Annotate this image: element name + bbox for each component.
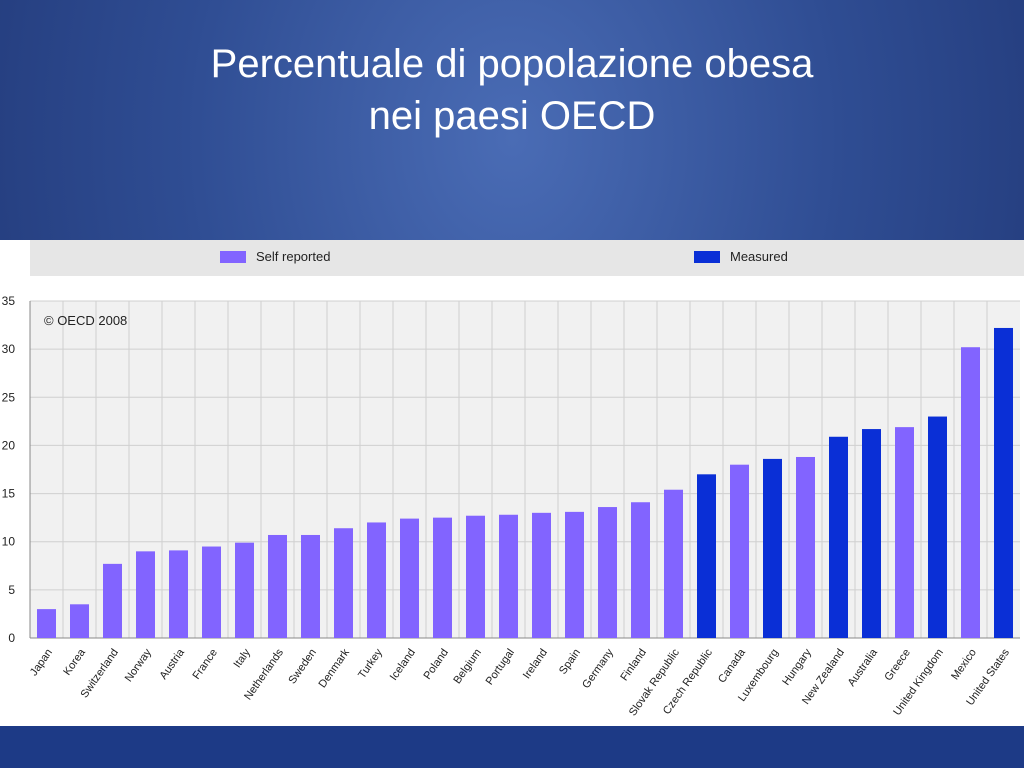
bar-hungary (796, 456, 815, 638)
bar-austria (169, 550, 188, 638)
x-tick-label-denmark: Denmark (317, 646, 353, 690)
x-tick-label-australia: Australia (846, 646, 881, 689)
bar-united-states (994, 327, 1013, 638)
x-tick-label-spain: Spain (557, 647, 583, 677)
bar-greece (895, 427, 914, 638)
bar-new-zealand (829, 436, 848, 638)
x-tick-label-sweden: Sweden (286, 647, 319, 686)
bar-finland (631, 502, 650, 638)
y-tick-label: 20 (2, 438, 16, 452)
x-tick-label-portugal: Portugal (484, 647, 517, 687)
bar-france (202, 546, 221, 638)
bar-korea (70, 604, 89, 638)
x-tick-label-italy: Italy (232, 646, 254, 670)
y-tick-label: 0 (8, 631, 15, 645)
x-tick-label-korea: Korea (61, 646, 88, 678)
slide-title: Percentuale di popolazione obesa nei pae… (0, 38, 1024, 142)
x-tick-label-iceland: Iceland (388, 647, 418, 683)
y-tick-label: 5 (8, 583, 15, 597)
bar-norway (136, 551, 155, 638)
bar-mexico (961, 347, 980, 638)
legend-swatch-self-reported (220, 251, 246, 263)
x-tick-label-ireland: Ireland (521, 647, 550, 681)
x-tick-label-turkey: Turkey (356, 646, 385, 680)
bar-italy (235, 542, 254, 638)
bar-spain (565, 511, 584, 638)
bar-japan (37, 609, 56, 638)
x-tick-label-norway: Norway (123, 646, 155, 684)
bar-czech-republic (697, 474, 716, 638)
bar-australia (862, 429, 881, 638)
bar-belgium (466, 515, 485, 638)
bar-slovak-republic (664, 489, 683, 638)
bar-ireland (532, 512, 551, 638)
x-tick-label-finland: Finland (618, 647, 649, 683)
bar-iceland (400, 518, 419, 638)
slide-title-line1: Percentuale di popolazione obesa (210, 42, 814, 86)
x-tick-label-canada: Canada (716, 646, 748, 685)
y-tick-label: 10 (2, 535, 16, 549)
x-tick-label-france: France (190, 647, 219, 682)
x-tick-label-mexico: Mexico (949, 647, 979, 682)
x-tick-label-austria: Austria (157, 646, 187, 682)
bar-denmark (334, 528, 353, 638)
bar-poland (433, 517, 452, 638)
x-tick-label-hungary: Hungary (780, 646, 814, 687)
bar-germany (598, 507, 617, 638)
x-tick-label-greece: Greece (882, 647, 913, 683)
legend-label-self-reported: Self reported (256, 249, 331, 264)
bar-canada (730, 464, 749, 638)
bar-united-kingdom (928, 416, 947, 638)
y-tick-label: 25 (2, 390, 16, 404)
x-tick-label-poland: Poland (421, 647, 450, 682)
footer-band (0, 726, 1024, 768)
legend-label-measured: Measured (730, 249, 788, 264)
chart-legend: Self reported Measured (30, 240, 1024, 276)
bar-switzerland (103, 563, 122, 638)
y-tick-label: 35 (2, 294, 16, 308)
bar-netherlands (268, 534, 287, 638)
x-tick-label-belgium: Belgium (451, 647, 484, 686)
bar-sweden (301, 534, 320, 638)
slide-title-line2: nei paesi OECD (368, 94, 656, 138)
legend-swatch-measured (694, 251, 720, 263)
x-tick-label-japan: Japan (28, 647, 55, 678)
x-tick-label-germany: Germany (580, 646, 616, 690)
y-tick-label: 15 (2, 487, 16, 501)
bar-turkey (367, 522, 386, 638)
bar-portugal (499, 514, 518, 638)
oecd-watermark: © OECD 2008 (44, 313, 127, 328)
bar-luxembourg (763, 458, 782, 638)
y-tick-label: 30 (2, 342, 16, 356)
